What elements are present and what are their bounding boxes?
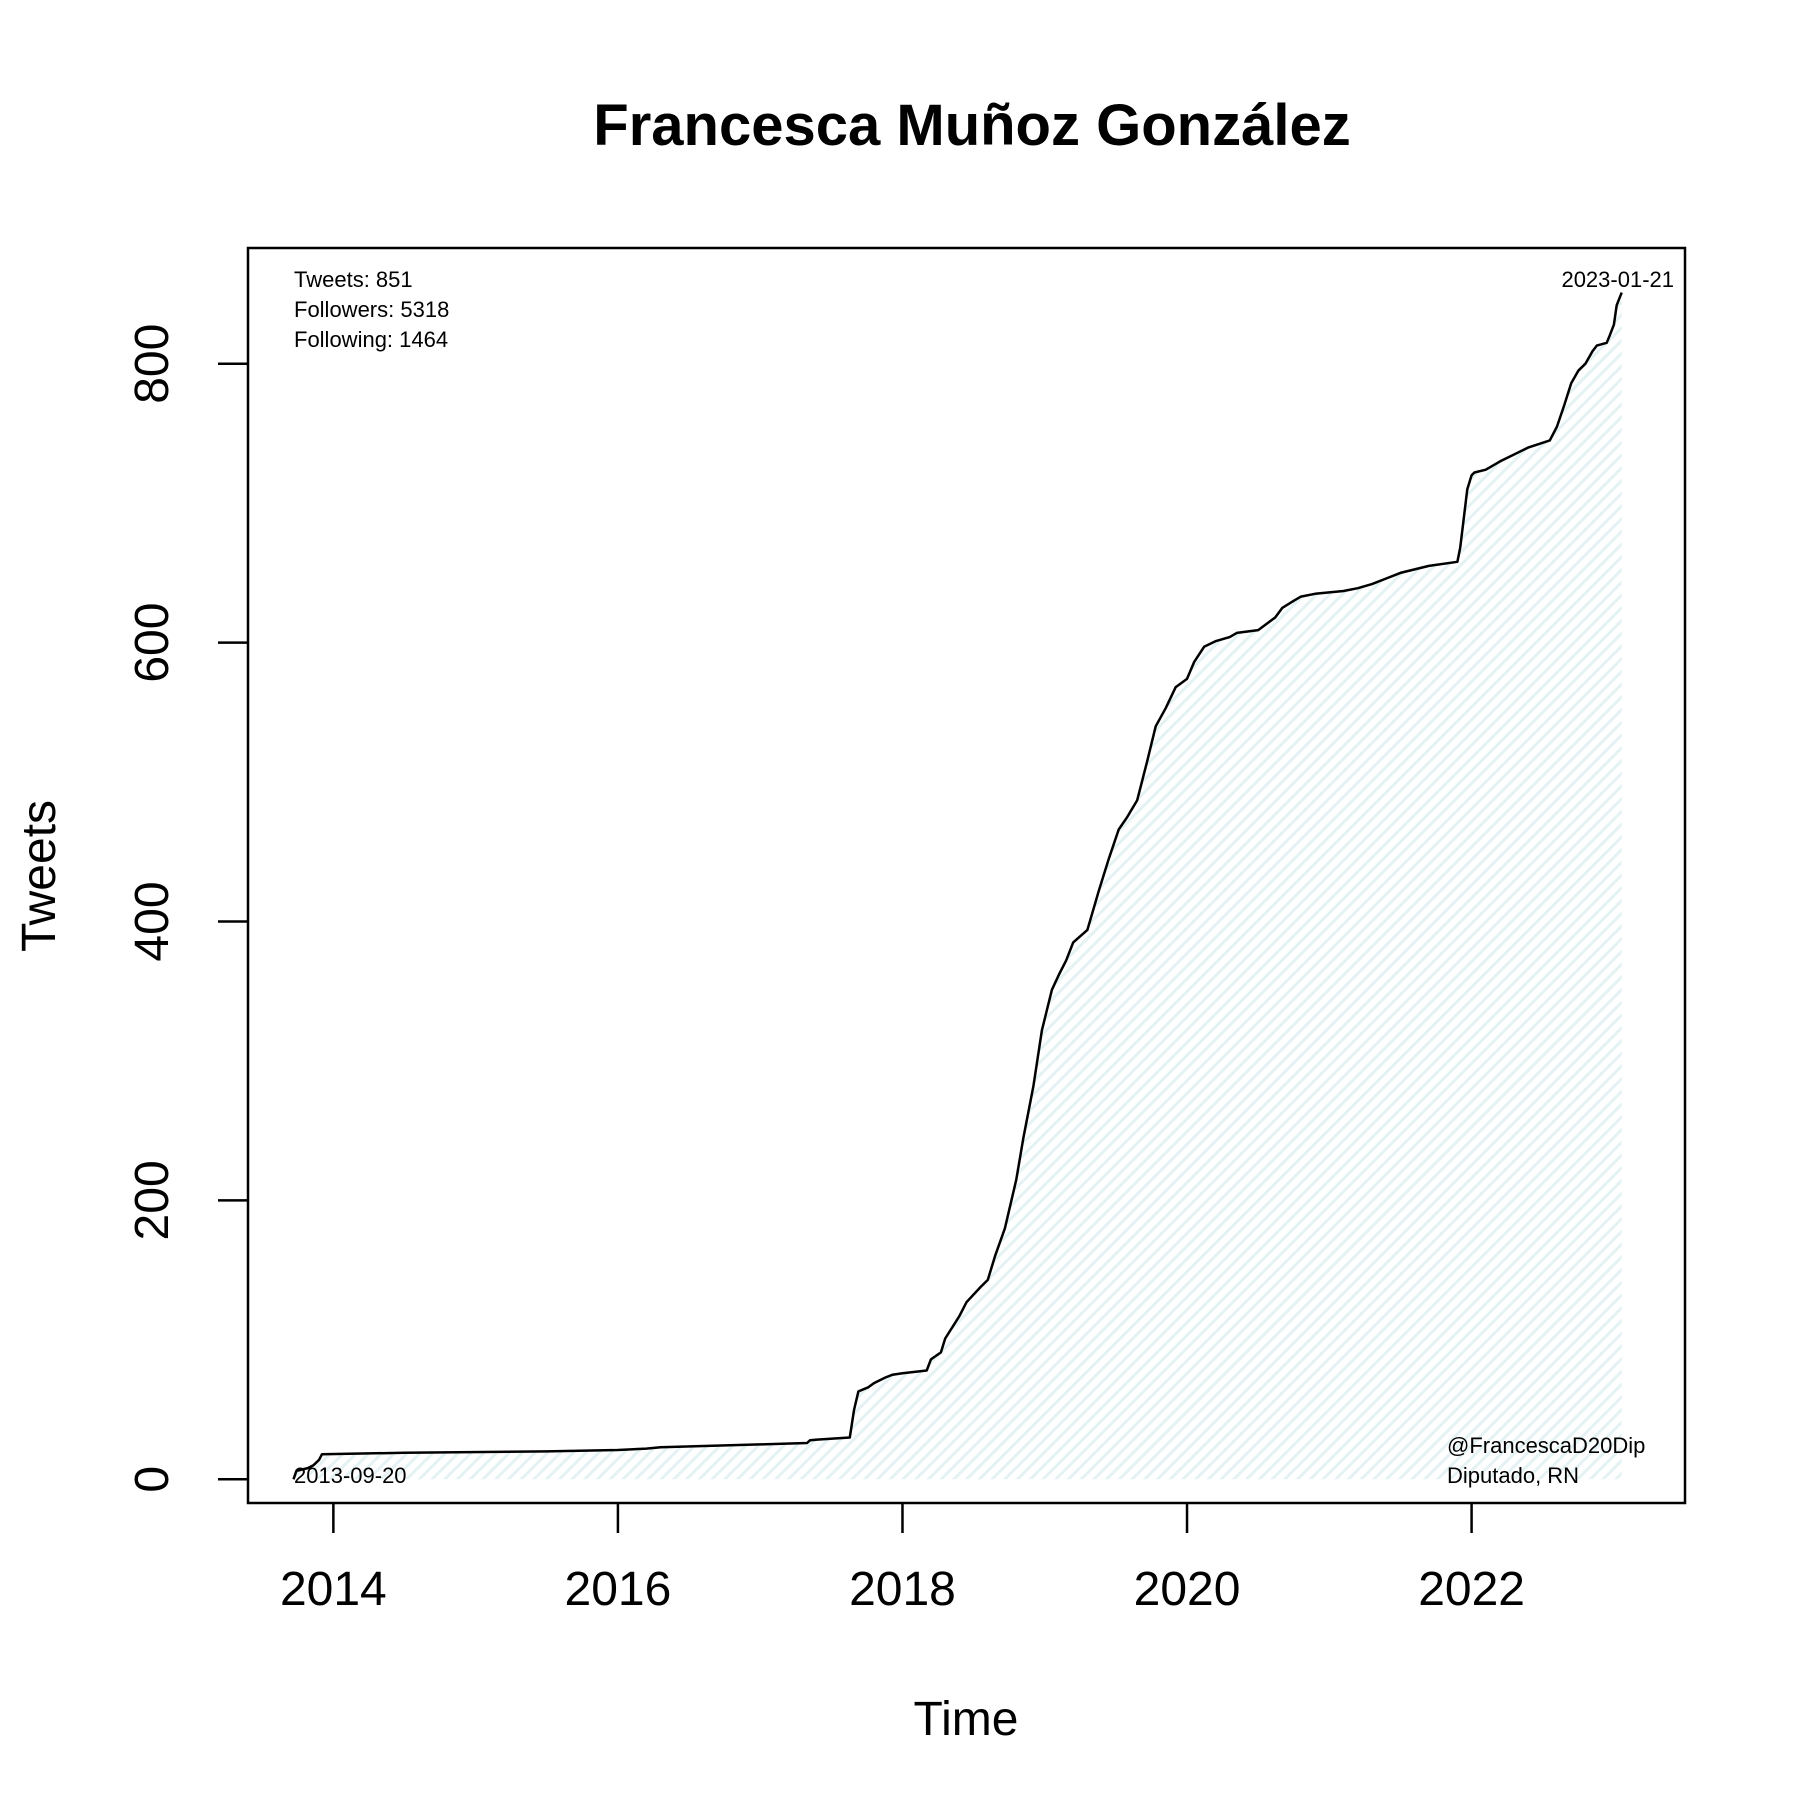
x-tick-label: 2018 xyxy=(849,1563,956,1616)
x-tick-label: 2016 xyxy=(565,1563,672,1616)
x-tick-label: 2020 xyxy=(1134,1563,1241,1616)
following-count: Following: 1464 xyxy=(294,327,448,352)
x-tick-label: 2022 xyxy=(1418,1563,1525,1616)
chart-title: Francesca Muñoz González xyxy=(593,93,1350,158)
account-handle: @FrancescaD20Dip xyxy=(1447,1433,1645,1458)
area-fill xyxy=(293,292,1622,1480)
y-tick-label: 200 xyxy=(126,1160,179,1240)
start-date-label: 2013-09-20 xyxy=(294,1463,407,1488)
y-tick-label: 600 xyxy=(126,603,179,683)
end-date-label: 2023-01-21 xyxy=(1561,267,1674,292)
y-axis: 0 200 400 600 800 xyxy=(126,324,248,1493)
tweets-count: Tweets: 851 xyxy=(294,267,413,292)
account-role: Diputado, RN xyxy=(1447,1463,1579,1488)
y-tick-label: 800 xyxy=(126,324,179,404)
x-axis-label: Time xyxy=(914,1693,1019,1746)
y-tick-label: 0 xyxy=(126,1466,179,1493)
x-tick-label: 2014 xyxy=(280,1563,387,1616)
x-axis: 2014 2016 2018 2020 2022 xyxy=(280,1503,1525,1616)
followers-count: Followers: 5318 xyxy=(294,297,449,322)
y-axis-label: Tweets xyxy=(13,800,66,952)
plot-frame xyxy=(246,246,1687,1505)
series-line xyxy=(292,292,1623,1480)
y-tick-label: 400 xyxy=(126,881,179,961)
